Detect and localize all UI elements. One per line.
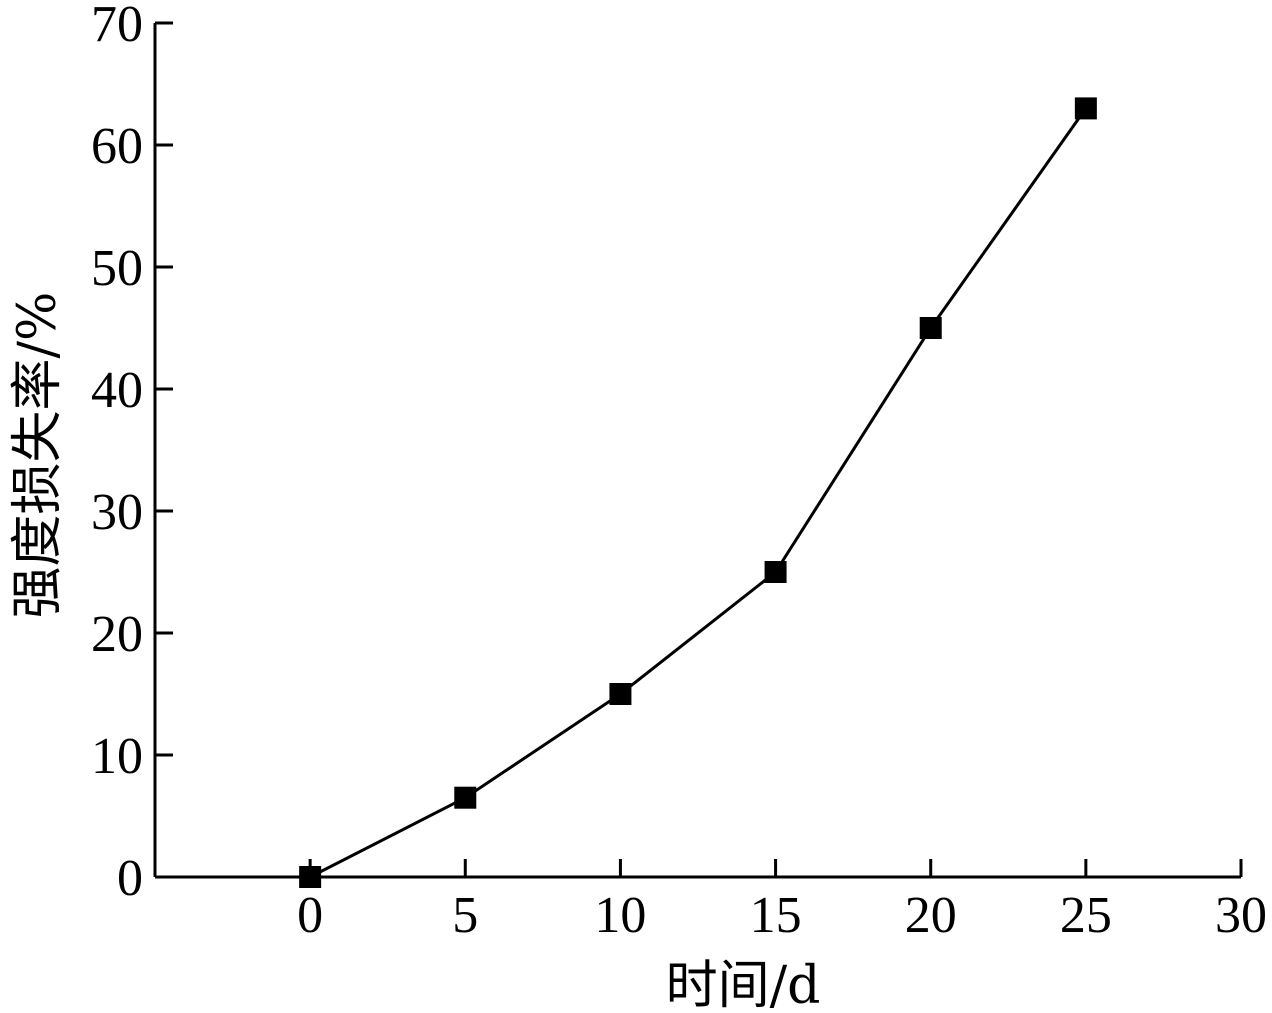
data-point bbox=[764, 561, 787, 583]
y-axis-title: 强度损失率/% bbox=[8, 292, 68, 619]
x-tick-label: 0 bbox=[297, 887, 323, 944]
data-point bbox=[609, 683, 632, 705]
y-tick-label: 70 bbox=[91, 0, 143, 53]
axes: 0 10 20 30 40 50 60 70 0 5 10 15 20 25 30 bbox=[91, 0, 1267, 944]
series-layer bbox=[299, 97, 1097, 888]
x-axis-title: 时间/d bbox=[666, 956, 821, 1013]
x-tick-label: 25 bbox=[1060, 887, 1112, 944]
x-tick-label: 5 bbox=[452, 887, 478, 944]
series-line bbox=[309, 107, 1088, 879]
y-tick-label: 50 bbox=[91, 240, 143, 297]
x-tick-label: 30 bbox=[1215, 887, 1267, 944]
x-tick-label: 15 bbox=[750, 887, 802, 944]
axis-labels: 时间/d 强度损失率/% bbox=[8, 292, 820, 1013]
data-point bbox=[1074, 97, 1097, 120]
y-tick-label: 30 bbox=[91, 484, 143, 541]
data-point bbox=[454, 786, 477, 809]
data-point bbox=[299, 866, 322, 888]
x-tick-label: 20 bbox=[905, 887, 957, 944]
y-tick-label: 20 bbox=[91, 606, 143, 663]
y-tick-label: 40 bbox=[91, 362, 143, 419]
data-point bbox=[919, 317, 942, 339]
y-tick-label: 60 bbox=[91, 118, 143, 175]
y-tick-label: 0 bbox=[117, 850, 143, 907]
y-tick-label: 10 bbox=[91, 728, 143, 785]
x-tick-label: 10 bbox=[594, 887, 646, 944]
